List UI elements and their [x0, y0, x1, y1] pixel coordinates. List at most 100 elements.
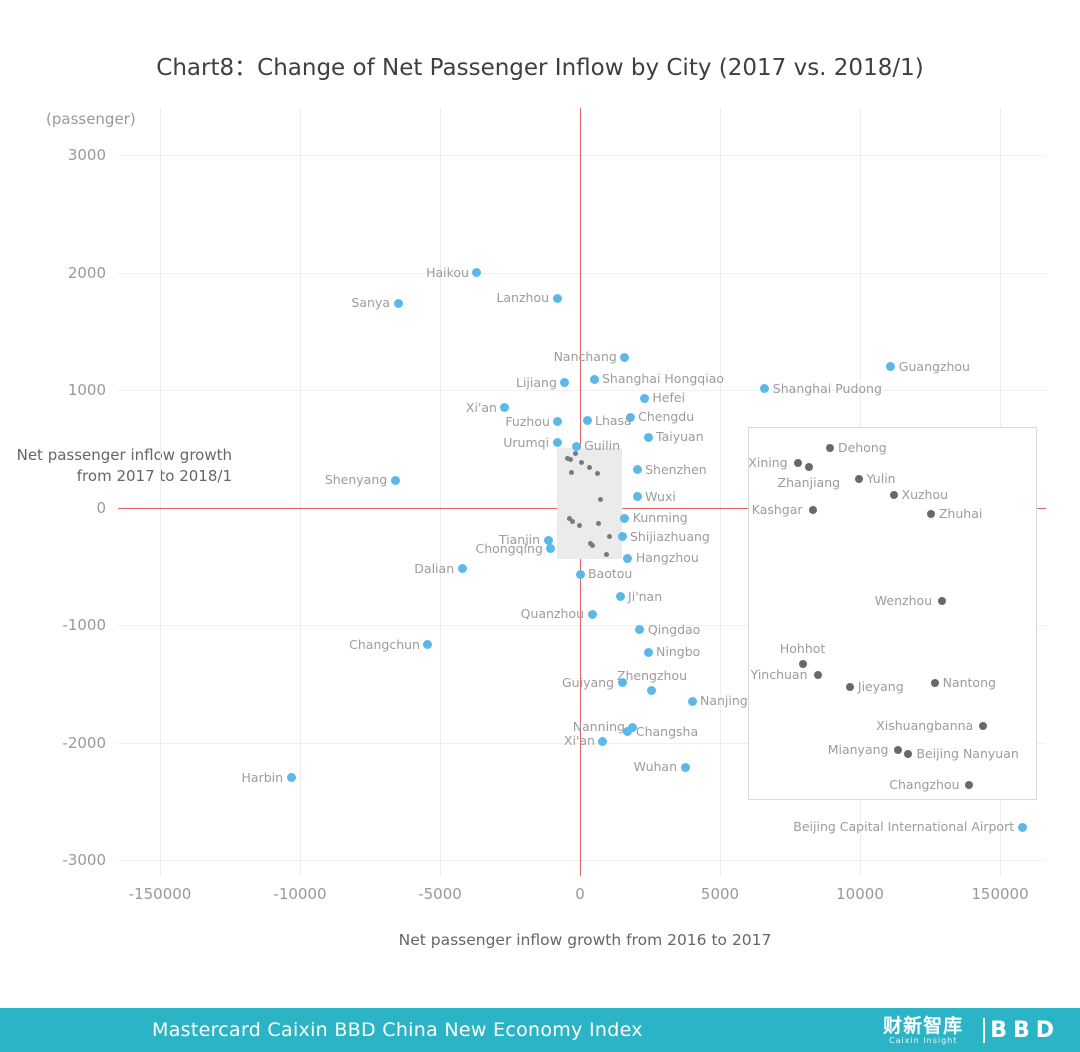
data-point-label: Nanchang	[553, 349, 617, 365]
data-point	[639, 393, 649, 403]
data-point-label: Qingdao	[647, 621, 701, 637]
mini-data-point	[567, 456, 573, 462]
data-point	[615, 592, 625, 602]
inset-data-point	[825, 443, 834, 452]
bbd-logo: BBD	[983, 1017, 1060, 1043]
inset-data-point	[845, 683, 854, 692]
x-tick-label: 5000	[700, 885, 740, 903]
data-point	[560, 378, 570, 388]
data-point-label: Harbin	[241, 769, 284, 785]
y-axis-title-line2: from 2017 to 2018/1	[76, 467, 232, 485]
data-point-label: Guilin	[584, 438, 621, 454]
data-point-label: Guangzhou	[898, 358, 970, 374]
data-point-label: Kunming	[632, 510, 688, 526]
data-point-label: Yulin	[866, 471, 896, 487]
data-point-label: Beijing Capital International Airport	[793, 819, 1015, 835]
y-gridline	[118, 155, 1046, 156]
mini-data-point	[604, 552, 610, 557]
data-point-label: Xining	[748, 455, 788, 471]
caixin-insight-cn-label: 财新智库	[883, 1014, 964, 1037]
data-point	[760, 384, 770, 394]
footer-brand-area: 财新智库 Caixin Insight BBD	[883, 1008, 1060, 1052]
data-point-label: Lanzhou	[496, 290, 550, 306]
data-point	[620, 513, 630, 523]
data-point	[472, 268, 482, 277]
data-point	[635, 625, 645, 635]
data-point	[587, 609, 597, 619]
data-point-label: Ningbo	[656, 644, 701, 660]
y-tick-label: -1000	[62, 616, 106, 634]
data-point-label: Xi'an	[465, 399, 497, 415]
data-point	[628, 722, 638, 732]
data-point	[598, 736, 608, 746]
data-point	[625, 412, 635, 422]
data-point-label: Xishuangbanna	[876, 718, 974, 734]
mini-data-point	[597, 496, 603, 502]
data-point-label: Lijiang	[515, 374, 557, 390]
inset-data-point	[938, 596, 947, 605]
data-point-label: Shijiazhuang	[630, 528, 710, 544]
y-gridline	[118, 625, 1046, 626]
chart-title: Chart8：Change of Net Passenger Inflow by…	[156, 55, 924, 81]
data-point	[632, 465, 642, 475]
data-point-label: Zhengzhou	[616, 667, 687, 683]
caixin-insight-en-label: Caixin Insight	[888, 1035, 958, 1045]
data-point	[286, 773, 296, 783]
x-gridline	[720, 108, 721, 876]
data-point-label: Nanning	[572, 719, 625, 735]
data-point-label: Sanya	[351, 295, 390, 311]
y-gridline	[118, 390, 1046, 391]
y-tick-label: -2000	[62, 733, 106, 752]
data-point-label: Zhanjiang	[777, 475, 841, 491]
data-point-label: Zhuhai	[938, 506, 983, 522]
data-point	[617, 532, 627, 542]
data-point	[582, 416, 592, 426]
y-tick-label: 1000	[67, 381, 106, 399]
data-point	[457, 564, 467, 574]
inset-data-point	[930, 679, 939, 688]
data-point-label: Haikou	[426, 264, 469, 280]
data-point-label: Shanghai Pudong	[772, 380, 882, 396]
y-tick-label: 2000	[67, 263, 106, 282]
data-point-label: Wenzhou	[874, 592, 933, 608]
data-point	[623, 727, 633, 737]
data-point	[552, 438, 562, 448]
data-point-label: Changsha	[635, 723, 699, 739]
x-gridline	[440, 108, 441, 876]
data-point-label: Urumqi	[503, 434, 550, 450]
data-point	[643, 432, 653, 442]
x-tick-label: 150000	[971, 885, 1029, 903]
data-point-label: Fuzhou	[505, 413, 550, 429]
data-point-label: Tianjin	[498, 532, 541, 548]
data-point	[617, 678, 627, 688]
data-point-label: Dehong	[837, 439, 887, 455]
inset-data-point	[904, 749, 913, 758]
data-point	[643, 647, 653, 657]
data-point-label: Jieyang	[857, 679, 904, 695]
y-gridline	[118, 272, 1046, 274]
mini-data-point	[569, 519, 575, 525]
mini-data-point	[566, 515, 572, 521]
data-point	[680, 762, 690, 772]
mini-data-point	[595, 470, 601, 476]
inset-data-point	[979, 722, 988, 731]
data-point-label: Baotou	[588, 566, 633, 582]
data-point	[571, 441, 581, 451]
data-point	[553, 417, 563, 427]
data-point-label: Ji'nan	[628, 588, 663, 604]
data-point-label: Changzhou	[889, 777, 960, 793]
data-point-label: Shenzhen	[645, 461, 707, 477]
inset-data-point	[889, 490, 898, 499]
mini-data-point	[596, 521, 602, 527]
data-point	[623, 553, 633, 563]
inset-data-point	[804, 463, 813, 472]
data-point	[423, 640, 433, 650]
footer-bar: Mastercard Caixin BBD China New Economy …	[0, 1008, 1080, 1052]
mini-data-point	[577, 522, 583, 528]
data-point-label: Chongqing	[475, 540, 543, 556]
x-gridline	[300, 108, 301, 876]
inset-data-point	[798, 659, 807, 668]
data-point	[575, 569, 585, 579]
